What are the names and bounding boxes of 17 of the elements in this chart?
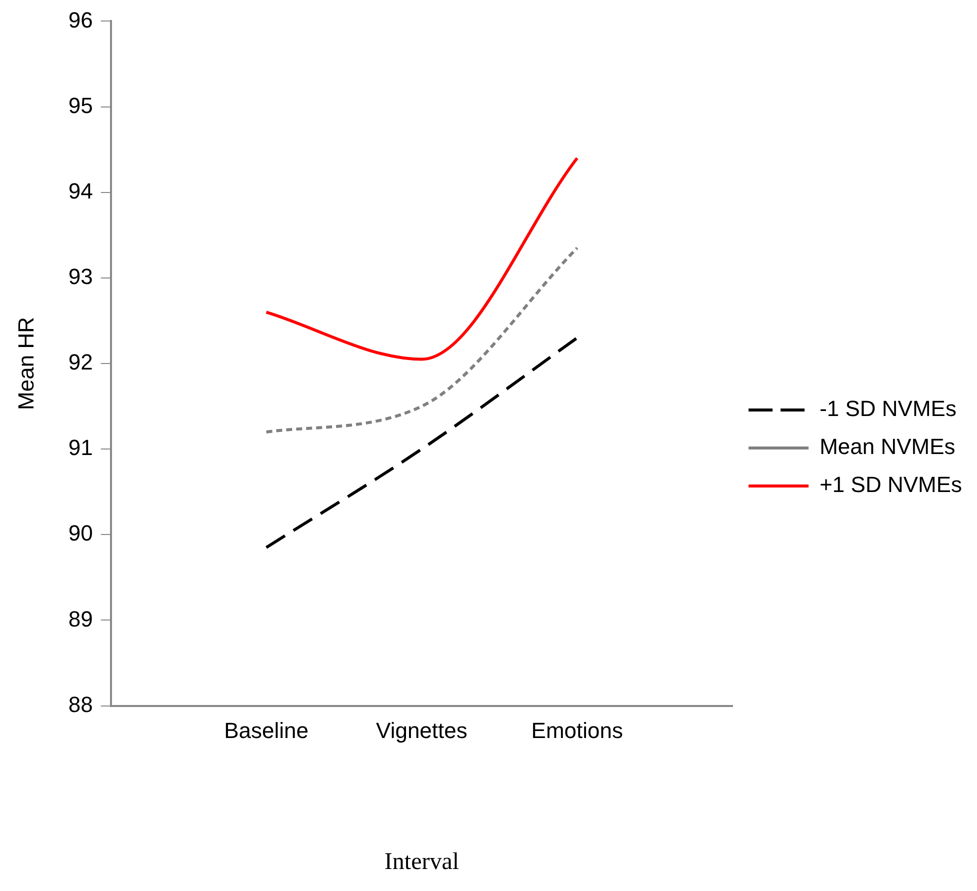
y-tick-label: 93 — [68, 264, 93, 289]
x-axis-title: Interval — [384, 848, 460, 875]
x-tick-label: Emotions — [531, 718, 624, 744]
x-tick-label: Vignettes — [376, 718, 468, 744]
y-tick-label: 91 — [68, 435, 93, 460]
legend-label: -1 SD NVMEs — [820, 396, 956, 422]
y-tick-label: 88 — [68, 692, 93, 717]
legend-label: Mean NVMEs — [820, 434, 956, 460]
y-tick-label: 90 — [68, 520, 93, 546]
y-tick-label: 92 — [68, 350, 93, 375]
y-axis-title: Mean HR — [13, 317, 38, 410]
y-tick-label: 96 — [68, 7, 93, 32]
y-tick-label: 95 — [68, 92, 93, 118]
legend-label: +1 SD NVMEs — [820, 472, 962, 498]
y-tick-label: 89 — [68, 606, 93, 632]
x-tick-label: Baseline — [224, 718, 308, 744]
y-tick-label: 94 — [68, 178, 93, 204]
